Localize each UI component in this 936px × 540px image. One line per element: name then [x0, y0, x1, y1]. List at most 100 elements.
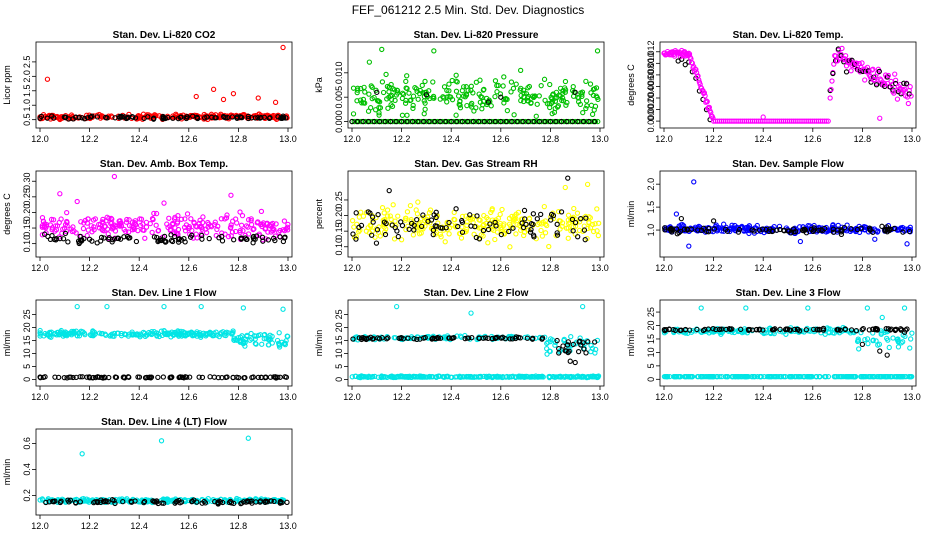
data-point: [572, 89, 578, 95]
data-point: [723, 326, 729, 333]
data-point: [572, 219, 579, 226]
data-point: [557, 226, 563, 232]
data-point: [481, 118, 487, 125]
data-point: [393, 303, 400, 310]
data-point: [831, 373, 837, 380]
data-point: [592, 221, 598, 227]
x-tick-label: 12.8: [542, 134, 560, 144]
data-point: [853, 328, 860, 334]
data-point: [865, 373, 871, 380]
data-point: [225, 233, 232, 240]
data-point: [255, 95, 261, 101]
data-point: [49, 225, 56, 231]
figure-title: FEF_061212 2.5 Min. Std. Dev. Diagnostic…: [352, 3, 585, 17]
data-point: [271, 374, 277, 380]
data-point: [353, 236, 359, 242]
data-point: [705, 326, 712, 332]
data-point: [365, 209, 371, 215]
y-axis-label: ml/min: [2, 459, 12, 486]
data-point: [701, 90, 708, 96]
data-point: [90, 375, 96, 381]
data-point: [197, 223, 203, 230]
data-point: [903, 81, 910, 87]
data-point: [444, 99, 450, 105]
data-point: [538, 374, 544, 380]
data-point: [478, 374, 484, 380]
data-point: [678, 327, 684, 333]
data-point: [382, 231, 389, 238]
data-point: [674, 373, 680, 380]
plot-frame: [35, 428, 293, 516]
y-tick-label: 0.010: [646, 52, 656, 75]
data-point: [59, 230, 65, 236]
x-tick-label: 13.0: [591, 134, 609, 144]
data-point: [403, 78, 409, 85]
data-point: [271, 498, 277, 505]
data-point: [388, 102, 394, 108]
data-point: [137, 216, 143, 222]
data-point: [708, 373, 715, 380]
data-point: [66, 374, 72, 380]
x-tick-label: 12.2: [81, 134, 99, 144]
x-tick-label: 12.0: [31, 521, 49, 531]
data-point: [465, 374, 471, 380]
data-point: [385, 105, 391, 111]
y-tick-label: 5: [334, 364, 344, 369]
data-point: [455, 223, 461, 230]
chart-panel-3: Stan. Dev. Amb. Box Temp. degrees C 12.0 12…: [2, 159, 297, 273]
data-point: [380, 89, 387, 96]
data-point: [419, 82, 425, 89]
data-point: [80, 329, 86, 335]
data-point: [231, 335, 237, 341]
x-tick-label: 13.0: [279, 263, 297, 273]
y-tick-label: 1.0: [646, 224, 656, 237]
data-point: [96, 221, 102, 228]
data-point: [842, 53, 849, 59]
data-point: [98, 497, 104, 503]
data-point: [579, 91, 585, 97]
data-point: [399, 90, 406, 96]
data-point: [452, 224, 459, 230]
data-point: [717, 373, 723, 380]
y-tick-label: 20: [334, 322, 344, 332]
data-point: [575, 234, 581, 240]
data-point: [814, 327, 820, 333]
data-point: [530, 211, 537, 217]
data-point: [220, 96, 227, 103]
data-point: [487, 118, 493, 125]
data-point: [554, 230, 560, 236]
data-point: [53, 235, 59, 242]
data-point: [97, 115, 104, 121]
data-point: [282, 235, 288, 241]
data-point: [446, 231, 452, 237]
data-point: [856, 60, 862, 67]
data-point: [427, 95, 433, 102]
data-point: [74, 198, 80, 205]
data-point: [277, 234, 283, 240]
data-point: [859, 60, 865, 66]
data-point: [178, 328, 184, 334]
data-point: [418, 226, 424, 232]
data-point: [583, 215, 589, 221]
data-point: [280, 44, 286, 51]
data-point: [349, 218, 356, 224]
y-tick-label: 0.15: [334, 222, 344, 240]
data-point: [886, 344, 892, 351]
data-point: [433, 214, 439, 221]
data-point: [661, 373, 668, 380]
data-point: [223, 115, 229, 121]
data-point: [569, 218, 575, 225]
data-point: [112, 500, 118, 507]
data-point: [474, 213, 480, 219]
y-tick-label: 0.010: [334, 62, 344, 85]
data-point: [699, 373, 706, 380]
data-point: [143, 224, 150, 230]
data-point: [265, 229, 271, 235]
data-point: [816, 327, 823, 333]
data-point: [410, 93, 417, 99]
data-point: [509, 213, 515, 220]
x-tick-label: 12.6: [804, 263, 822, 273]
data-point: [552, 98, 559, 104]
data-point: [420, 226, 426, 232]
chart-panel-0: Stan. Dev. Li-820 CO2 Licor ppm 12.0 12.2 12…: [2, 30, 297, 144]
